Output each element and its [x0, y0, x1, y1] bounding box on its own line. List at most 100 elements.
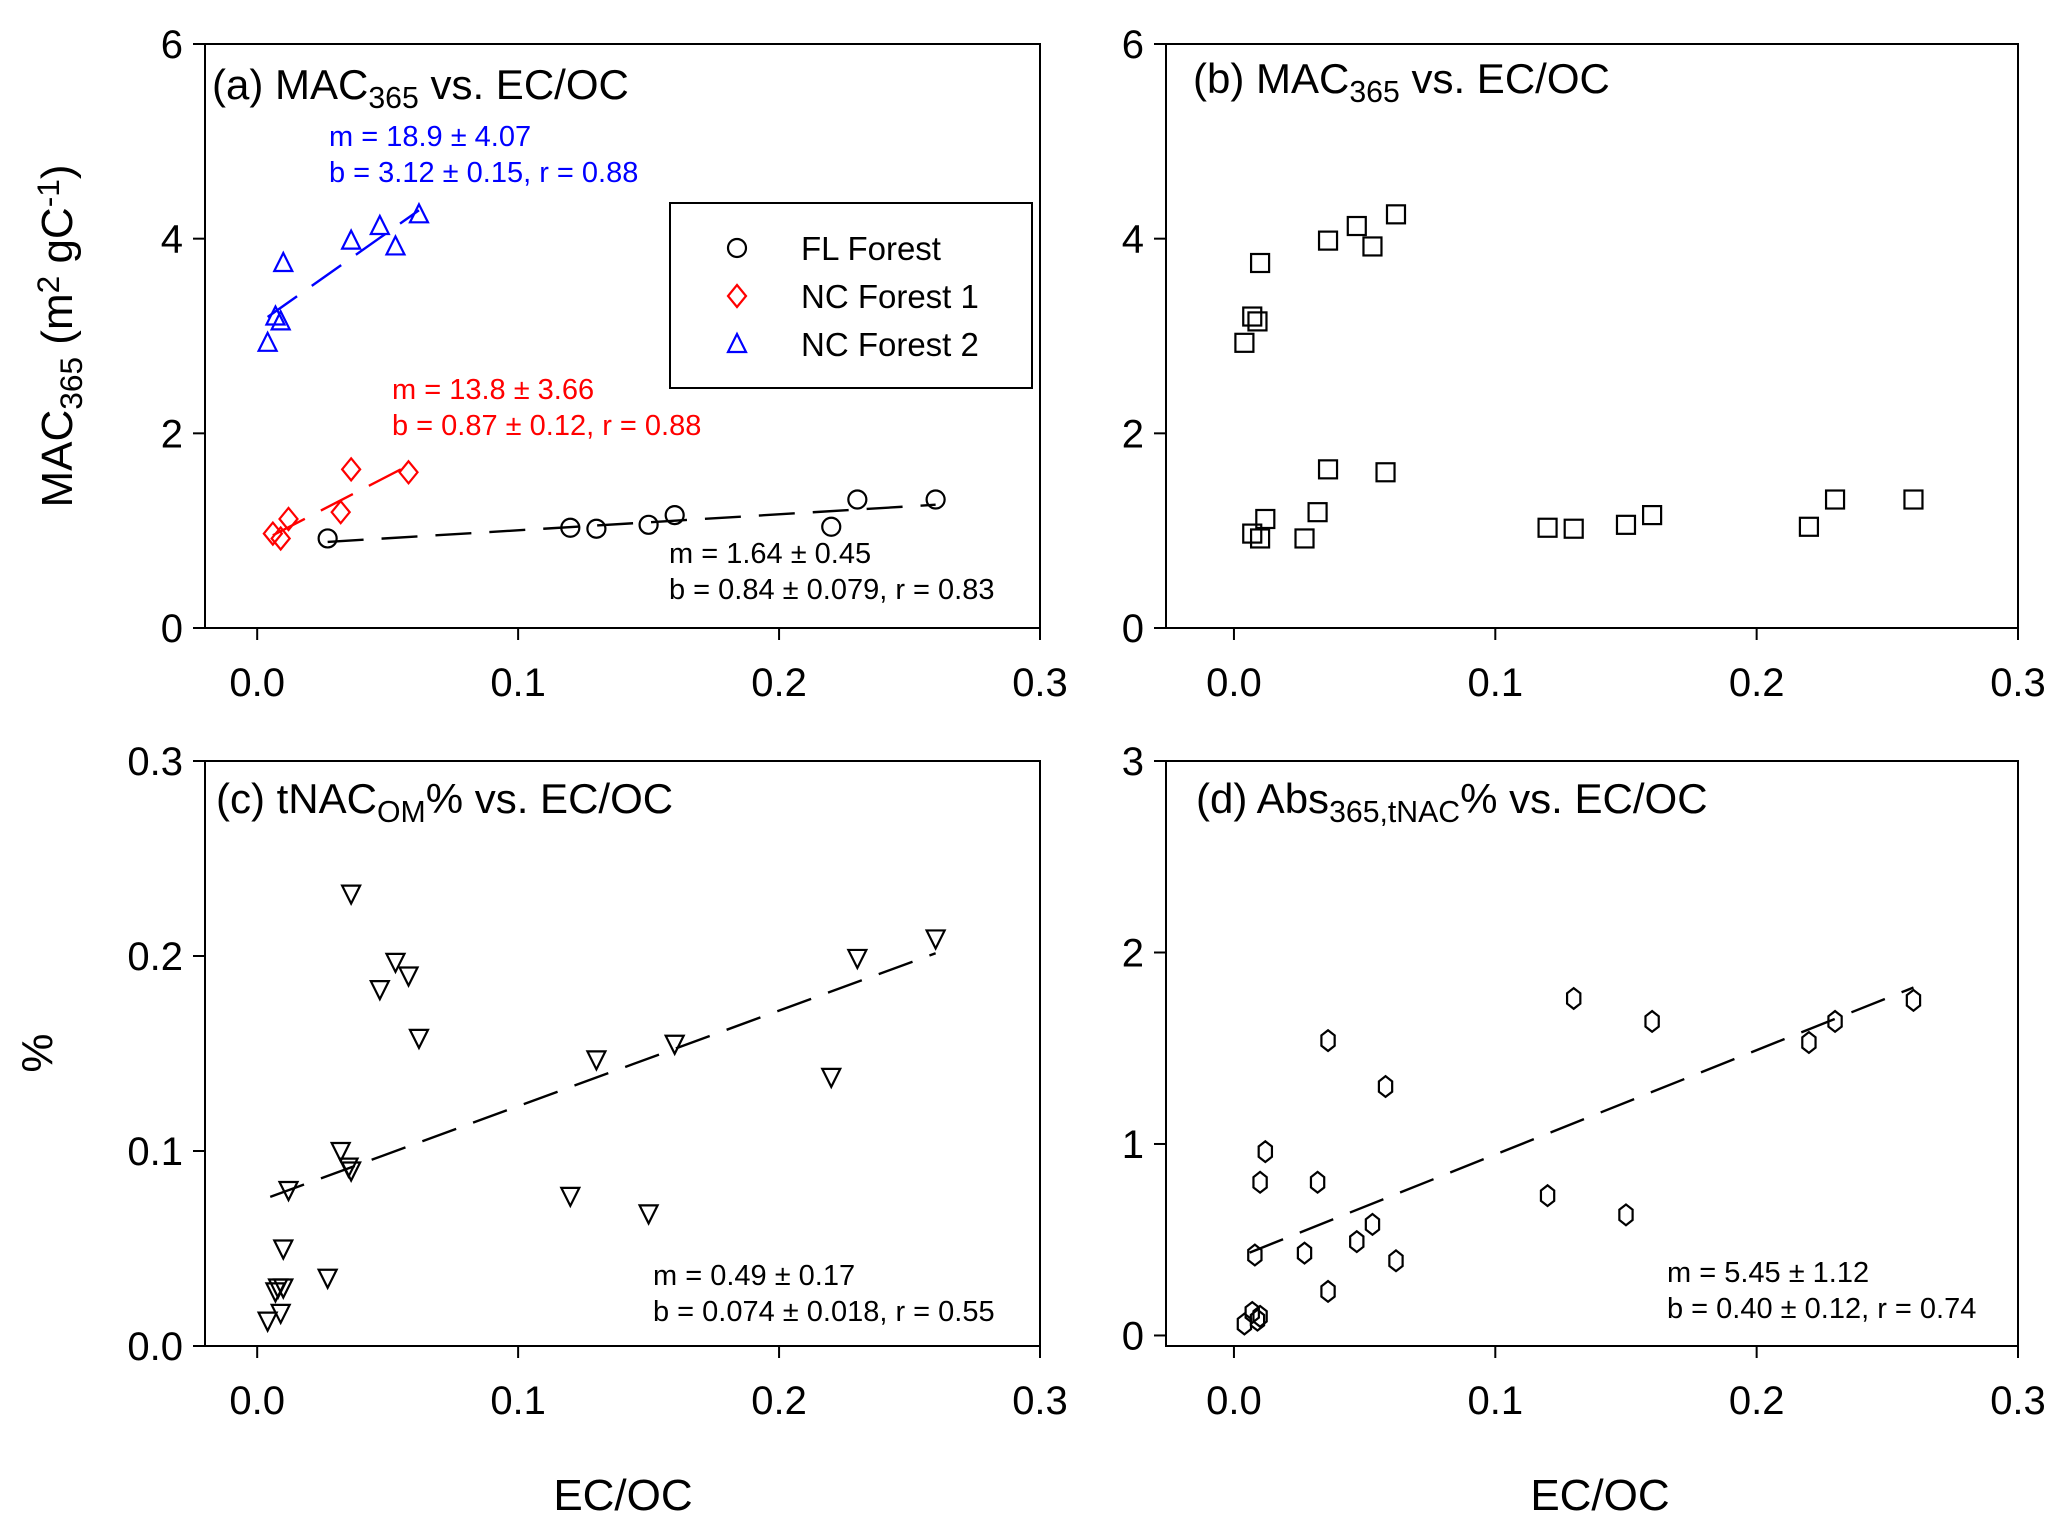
regression-line: [1249, 986, 1914, 1254]
y-axis-label-part: MAC: [33, 410, 82, 508]
data-point: [1385, 204, 1407, 225]
y-axis-label-part: ): [33, 164, 82, 179]
x-tick-label: 0.1: [1467, 661, 1523, 705]
data-point: [1242, 306, 1263, 327]
panel-title-part: (c) tNAC: [216, 775, 377, 822]
data-point: [272, 1239, 295, 1261]
y-tick-label: 4: [161, 218, 183, 262]
fit-equation: b = 0.84 ± 0.079, r = 0.83: [669, 574, 995, 606]
data-point: [340, 228, 362, 250]
data-point: [397, 966, 420, 988]
data-point: [663, 1034, 686, 1057]
panel-title-part: (b) MAC: [1193, 55, 1349, 102]
data-point: [1294, 528, 1315, 549]
data-point: [1309, 1170, 1326, 1195]
y-tick-label: 0.1: [127, 1130, 183, 1174]
data-point: [1247, 311, 1268, 332]
data-point: [1317, 459, 1339, 480]
data-point: [1255, 508, 1276, 530]
data-point: [1642, 504, 1663, 526]
y-axis-label-part: 2: [30, 276, 66, 294]
data-point: [384, 233, 407, 256]
y-tick-label: 0: [1122, 1314, 1144, 1358]
data-point: [1377, 1074, 1394, 1099]
data-point: [1349, 1229, 1365, 1254]
y-axis-label: MAC365 (m2 gC-1): [30, 164, 88, 507]
series-fl-forest: m = 1.64 ± 0.45 b = 0.84 ± 0.079, r = 0.8…: [317, 489, 995, 606]
data-point: [1615, 514, 1637, 535]
x-tick-label: 0.3: [1012, 661, 1068, 705]
data-point: [1565, 986, 1582, 1011]
data-point: [846, 948, 869, 971]
data-point: [1236, 1312, 1253, 1336]
panel-title-part: 365: [368, 82, 418, 115]
data-point: [586, 518, 607, 539]
data-point: [1249, 252, 1271, 274]
data-point: [925, 489, 946, 510]
data-point: [820, 1067, 843, 1090]
data-point: [1905, 988, 1922, 1013]
data-point: [270, 525, 292, 552]
fit-equation: m = 5.45 ± 1.12: [1667, 1257, 1869, 1289]
panel-title: (a) MAC365 vs. EC/OC: [212, 61, 629, 115]
panel-title: (c) tNACOM% vs. EC/OC: [216, 775, 673, 829]
x-tick-label: 0.0: [229, 1379, 285, 1423]
data-point: [1364, 1212, 1381, 1237]
data-point: [1296, 1241, 1313, 1265]
panel-title-part: 365: [1349, 76, 1399, 109]
data-point: [1362, 236, 1383, 257]
y-tick-label: 2: [1122, 931, 1144, 975]
data-point: [329, 1141, 352, 1164]
data-point: [1375, 462, 1396, 483]
panel-title: (d) Abs365,tNAC% vs. EC/OC: [1196, 775, 1708, 829]
x-tick-label: 0.3: [1990, 1379, 2046, 1423]
data-point: [369, 980, 391, 1002]
fit-equation: b = 0.074 ± 0.018, r = 0.55: [653, 1296, 995, 1328]
data-point: [560, 517, 581, 538]
y-tick-label: 6: [1122, 23, 1144, 67]
regression-line: [266, 209, 420, 318]
data-point: [1618, 1203, 1634, 1227]
data-point: [664, 504, 685, 526]
data-point: [1320, 1279, 1336, 1304]
series-nc-forest-2: m = 18.9 ± 4.07 b = 3.12 ± 0.15, r = 0.88: [256, 121, 638, 352]
series-nc-forest-1: m = 13.8 ± 3.66 b = 0.87 ± 0.12, r = 0.88: [262, 374, 701, 552]
y-tick-label: 6: [161, 23, 183, 67]
data-point: [1563, 518, 1584, 539]
x-tick-label: 0.0: [1206, 1379, 1262, 1423]
fit-equation: b = 0.87 ± 0.12, r = 0.88: [392, 410, 701, 442]
series-all: m = 0.49 ± 0.17 b = 0.074 ± 0.018, r = 0.…: [256, 884, 995, 1334]
fit-equation: m = 18.9 ± 4.07: [329, 121, 531, 153]
data-point: [269, 308, 292, 331]
x-tick-label: 0.2: [1729, 1379, 1785, 1423]
x-tick-label: 0.3: [1012, 1379, 1068, 1423]
fit-equation: b = 0.40 ± 0.12, r = 0.74: [1667, 1293, 1976, 1325]
data-point: [1317, 230, 1339, 251]
x-axis-label: EC/OC: [1530, 1471, 1669, 1520]
data-point: [1824, 489, 1846, 510]
data-point: [340, 1161, 362, 1183]
data-point: [272, 250, 295, 273]
data-point: [269, 1303, 292, 1326]
panel-title: (b) MAC365 vs. EC/OC: [1193, 55, 1610, 109]
data-point: [317, 528, 338, 549]
data-point: [256, 330, 279, 352]
data-point: [264, 304, 287, 326]
x-tick-label: 0.3: [1990, 661, 2046, 705]
x-tick-label: 0.2: [751, 1379, 807, 1423]
data-point: [340, 456, 362, 483]
data-point: [1388, 1249, 1404, 1273]
fit-equation: b = 3.12 ± 0.15, r = 0.88: [329, 157, 638, 189]
x-axis-label: EC/OC: [553, 1471, 692, 1520]
data-point: [1257, 1139, 1274, 1164]
data-point: [1801, 1030, 1817, 1055]
data-point: [408, 201, 430, 224]
plot-frame: [204, 760, 1041, 1347]
data-point: [278, 506, 299, 532]
y-tick-label: 0.0: [127, 1325, 183, 1369]
panel-title-part: % vs. EC/OC: [426, 775, 673, 822]
data-point: [847, 489, 868, 510]
data-point: [1346, 215, 1367, 237]
panel-title-part: (a) MAC: [212, 61, 368, 108]
legend-box: [669, 202, 1033, 389]
